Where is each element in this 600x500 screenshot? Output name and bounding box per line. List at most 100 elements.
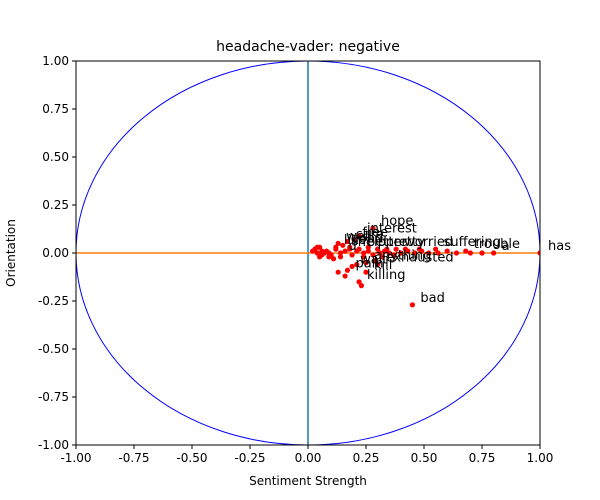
data-point <box>333 244 339 250</box>
y-tick-label: 0.25 <box>42 198 69 212</box>
data-point <box>398 250 404 256</box>
data-point <box>351 236 357 243</box>
y-tick-label: -1.00 <box>38 438 69 452</box>
data-point <box>416 246 422 252</box>
point-label: like <box>344 233 366 248</box>
data-point <box>402 246 409 252</box>
data-point <box>317 254 323 260</box>
point-label: bad <box>420 291 444 306</box>
data-point <box>349 263 355 270</box>
y-tick-label: -0.50 <box>38 342 69 356</box>
data-point <box>328 252 334 258</box>
data-point <box>314 250 320 256</box>
data-point <box>479 250 485 256</box>
point-label: has <box>548 239 571 254</box>
data-point <box>365 244 371 250</box>
data-point <box>379 254 385 260</box>
data-point <box>317 244 323 250</box>
data-point <box>365 248 371 254</box>
data-point <box>342 248 348 254</box>
data-point <box>344 238 351 245</box>
point-label: suffering <box>444 235 501 250</box>
data-point <box>349 252 355 258</box>
y-tick-label: 1.00 <box>42 54 69 68</box>
data-point <box>340 242 346 248</box>
y-tick-label: 0.75 <box>42 102 69 116</box>
data-point <box>491 250 497 256</box>
data-point <box>363 269 369 275</box>
data-point <box>393 246 399 252</box>
chart-title: headache-vader: negative <box>216 39 400 55</box>
point-label: hope <box>381 214 413 229</box>
x-axis-label: Sentiment Strength <box>249 474 367 488</box>
data-point <box>370 225 376 231</box>
data-point <box>453 250 460 256</box>
data-point <box>344 267 351 273</box>
data-point <box>330 256 337 262</box>
point-label: pain <box>355 256 383 271</box>
data-point <box>463 248 469 254</box>
data-point <box>370 252 376 258</box>
point-label: good <box>351 231 383 246</box>
y-tick-label: -0.75 <box>38 390 69 404</box>
x-tick-label: 0.75 <box>469 451 496 465</box>
data-point <box>467 250 473 256</box>
point-label: killing <box>367 268 405 283</box>
x-tick-label: 0.50 <box>411 451 438 465</box>
point-label: worried <box>404 235 453 250</box>
data-point <box>354 261 360 268</box>
data-point <box>386 250 392 256</box>
data-point <box>433 246 439 252</box>
point-label: exhausted <box>386 251 454 266</box>
data-point <box>356 246 362 252</box>
data-point <box>426 250 432 256</box>
data-point <box>356 279 362 285</box>
point-label: free <box>362 226 388 241</box>
point-label: trouble <box>474 237 520 252</box>
point-label: wait <box>360 252 387 267</box>
data-point <box>361 254 367 260</box>
data-point <box>375 261 381 268</box>
point-label: better <box>367 235 407 250</box>
data-point <box>435 250 441 256</box>
data-point <box>377 250 383 256</box>
data-point <box>337 250 344 256</box>
point-label: help <box>358 235 386 250</box>
data-point <box>347 246 353 252</box>
x-tick-label: -1.00 <box>60 451 91 465</box>
y-tick-label: 0.50 <box>42 150 69 164</box>
x-tick-label: 1.00 <box>527 451 554 465</box>
data-point <box>363 260 369 266</box>
point-label: interest <box>367 222 417 237</box>
data-point <box>335 269 341 275</box>
point-label: anything <box>374 249 431 264</box>
point-label: d <box>348 239 356 254</box>
x-tick-label: 0.25 <box>353 451 380 465</box>
data-point <box>409 302 415 308</box>
data-point <box>412 250 418 256</box>
x-tick-label: -0.75 <box>118 451 149 465</box>
data-point <box>358 283 364 289</box>
data-point <box>342 273 348 279</box>
data-point <box>375 246 381 252</box>
x-tick-label: -0.50 <box>176 451 207 465</box>
x-tick-label: -0.25 <box>234 451 265 465</box>
data-point <box>384 246 390 252</box>
data-point <box>337 254 344 260</box>
data-point <box>391 252 397 258</box>
data-point <box>444 248 450 254</box>
data-point <box>335 240 341 246</box>
point-label: well <box>346 229 372 244</box>
data-point <box>372 258 378 264</box>
y-tick-label: 0.00 <box>42 246 69 260</box>
point-label: care <box>355 227 383 242</box>
y-tick-label: -0.25 <box>38 294 69 308</box>
data-point <box>356 233 362 239</box>
point-label: pretty <box>386 235 426 250</box>
y-axis-label: Orientation <box>4 219 18 287</box>
data-point <box>361 250 367 256</box>
data-point <box>321 250 327 256</box>
x-tick-label: 0.00 <box>295 451 322 465</box>
